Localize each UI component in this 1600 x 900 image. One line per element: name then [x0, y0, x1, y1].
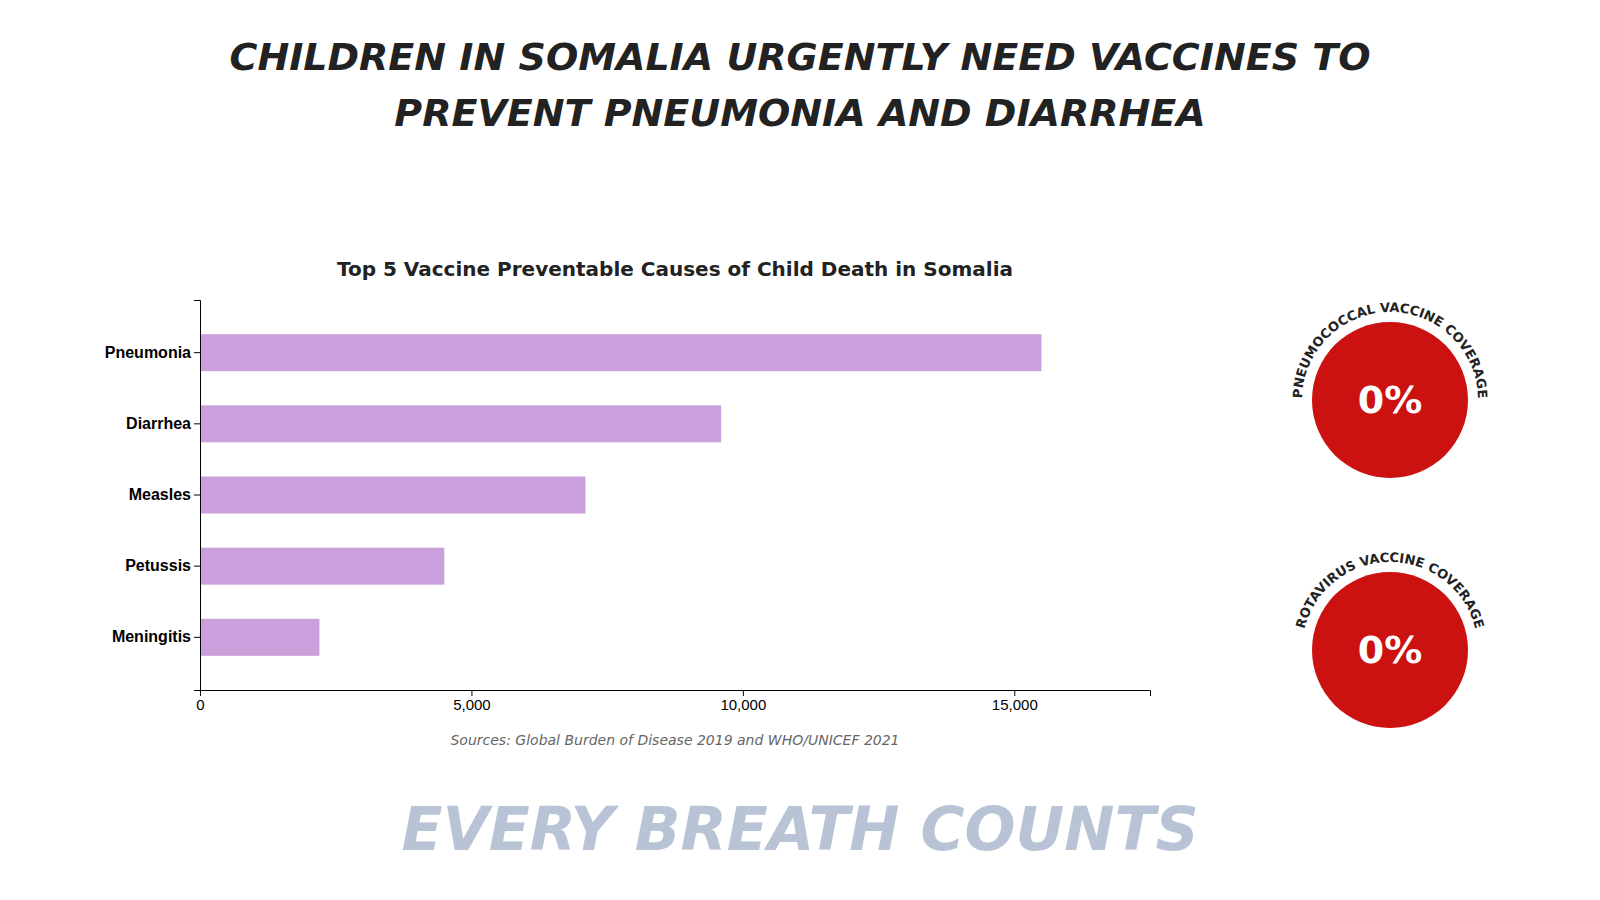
- title: CHILDREN IN SOMALIA URGENTLY NEED VACCIN…: [230, 35, 1371, 79]
- tick-label: 0: [196, 696, 204, 713]
- bar: [200, 334, 1041, 371]
- badge: PNEUMOCOCCAL VACCINE COVERAGE0%: [1290, 300, 1490, 478]
- tick-label: 10,000: [720, 696, 766, 713]
- tick-mark: [194, 637, 200, 638]
- tick-mark: [194, 423, 200, 424]
- badge-circle: [1312, 572, 1468, 728]
- bar: [200, 476, 585, 513]
- bar: [200, 405, 721, 442]
- category-label: Diarrhea: [126, 415, 191, 432]
- chart-svg: CHILDREN IN SOMALIA URGENTLY NEED VACCIN…: [0, 0, 1600, 900]
- tick-mark: [194, 352, 200, 353]
- category-tick: Meningitis: [112, 628, 200, 645]
- category-tick: Petussis: [125, 557, 200, 574]
- bar: [200, 548, 444, 585]
- category-label: Petussis: [125, 557, 191, 574]
- plot: 0 5,000 10,000 15,000 Pneumonia Diarrhea Measl…: [105, 301, 1151, 713]
- tick-mark: [194, 566, 200, 567]
- badge-label: ROTAVIRUS VACCINE COVERAGE: [1293, 550, 1487, 630]
- subtitle: Top 5 Vaccine Preventable Causes of Chil…: [337, 257, 1013, 281]
- source-note: Sources: Global Burden of Disease 2019 a…: [450, 732, 899, 748]
- value-tick: 15,000: [992, 690, 1038, 713]
- value-tick: 0: [196, 690, 204, 713]
- bars: [200, 334, 1041, 656]
- category-axis: Pneumonia Diarrhea Measles Petussis Meningit…: [105, 301, 201, 691]
- badge: ROTAVIRUS VACCINE COVERAGE0%: [1293, 550, 1487, 728]
- title: PREVENT PNEUMONIA AND DIARRHEA: [394, 91, 1205, 135]
- category-axis-line: [194, 301, 201, 691]
- value-axis: 0 5,000 10,000 15,000: [196, 690, 1150, 713]
- tick-label: 15,000: [992, 696, 1038, 713]
- footer: EVERY BREATH COUNTS: [401, 794, 1198, 864]
- category-tick: Pneumonia: [105, 344, 200, 361]
- bar: [200, 619, 319, 656]
- badge-circle: [1312, 322, 1468, 478]
- value-tick: 5,000: [453, 690, 491, 713]
- value-tick: 10,000: [720, 690, 766, 713]
- category-tick: Measles: [129, 486, 200, 503]
- tick-label: 5,000: [453, 696, 491, 713]
- category-tick: Diarrhea: [126, 415, 200, 432]
- category-label: Meningitis: [112, 628, 191, 645]
- badge-value: 0%: [1358, 378, 1423, 422]
- tick-mark: [194, 495, 200, 496]
- badge-value: 0%: [1358, 628, 1423, 672]
- category-label: Measles: [129, 486, 191, 503]
- category-label: Pneumonia: [105, 344, 191, 361]
